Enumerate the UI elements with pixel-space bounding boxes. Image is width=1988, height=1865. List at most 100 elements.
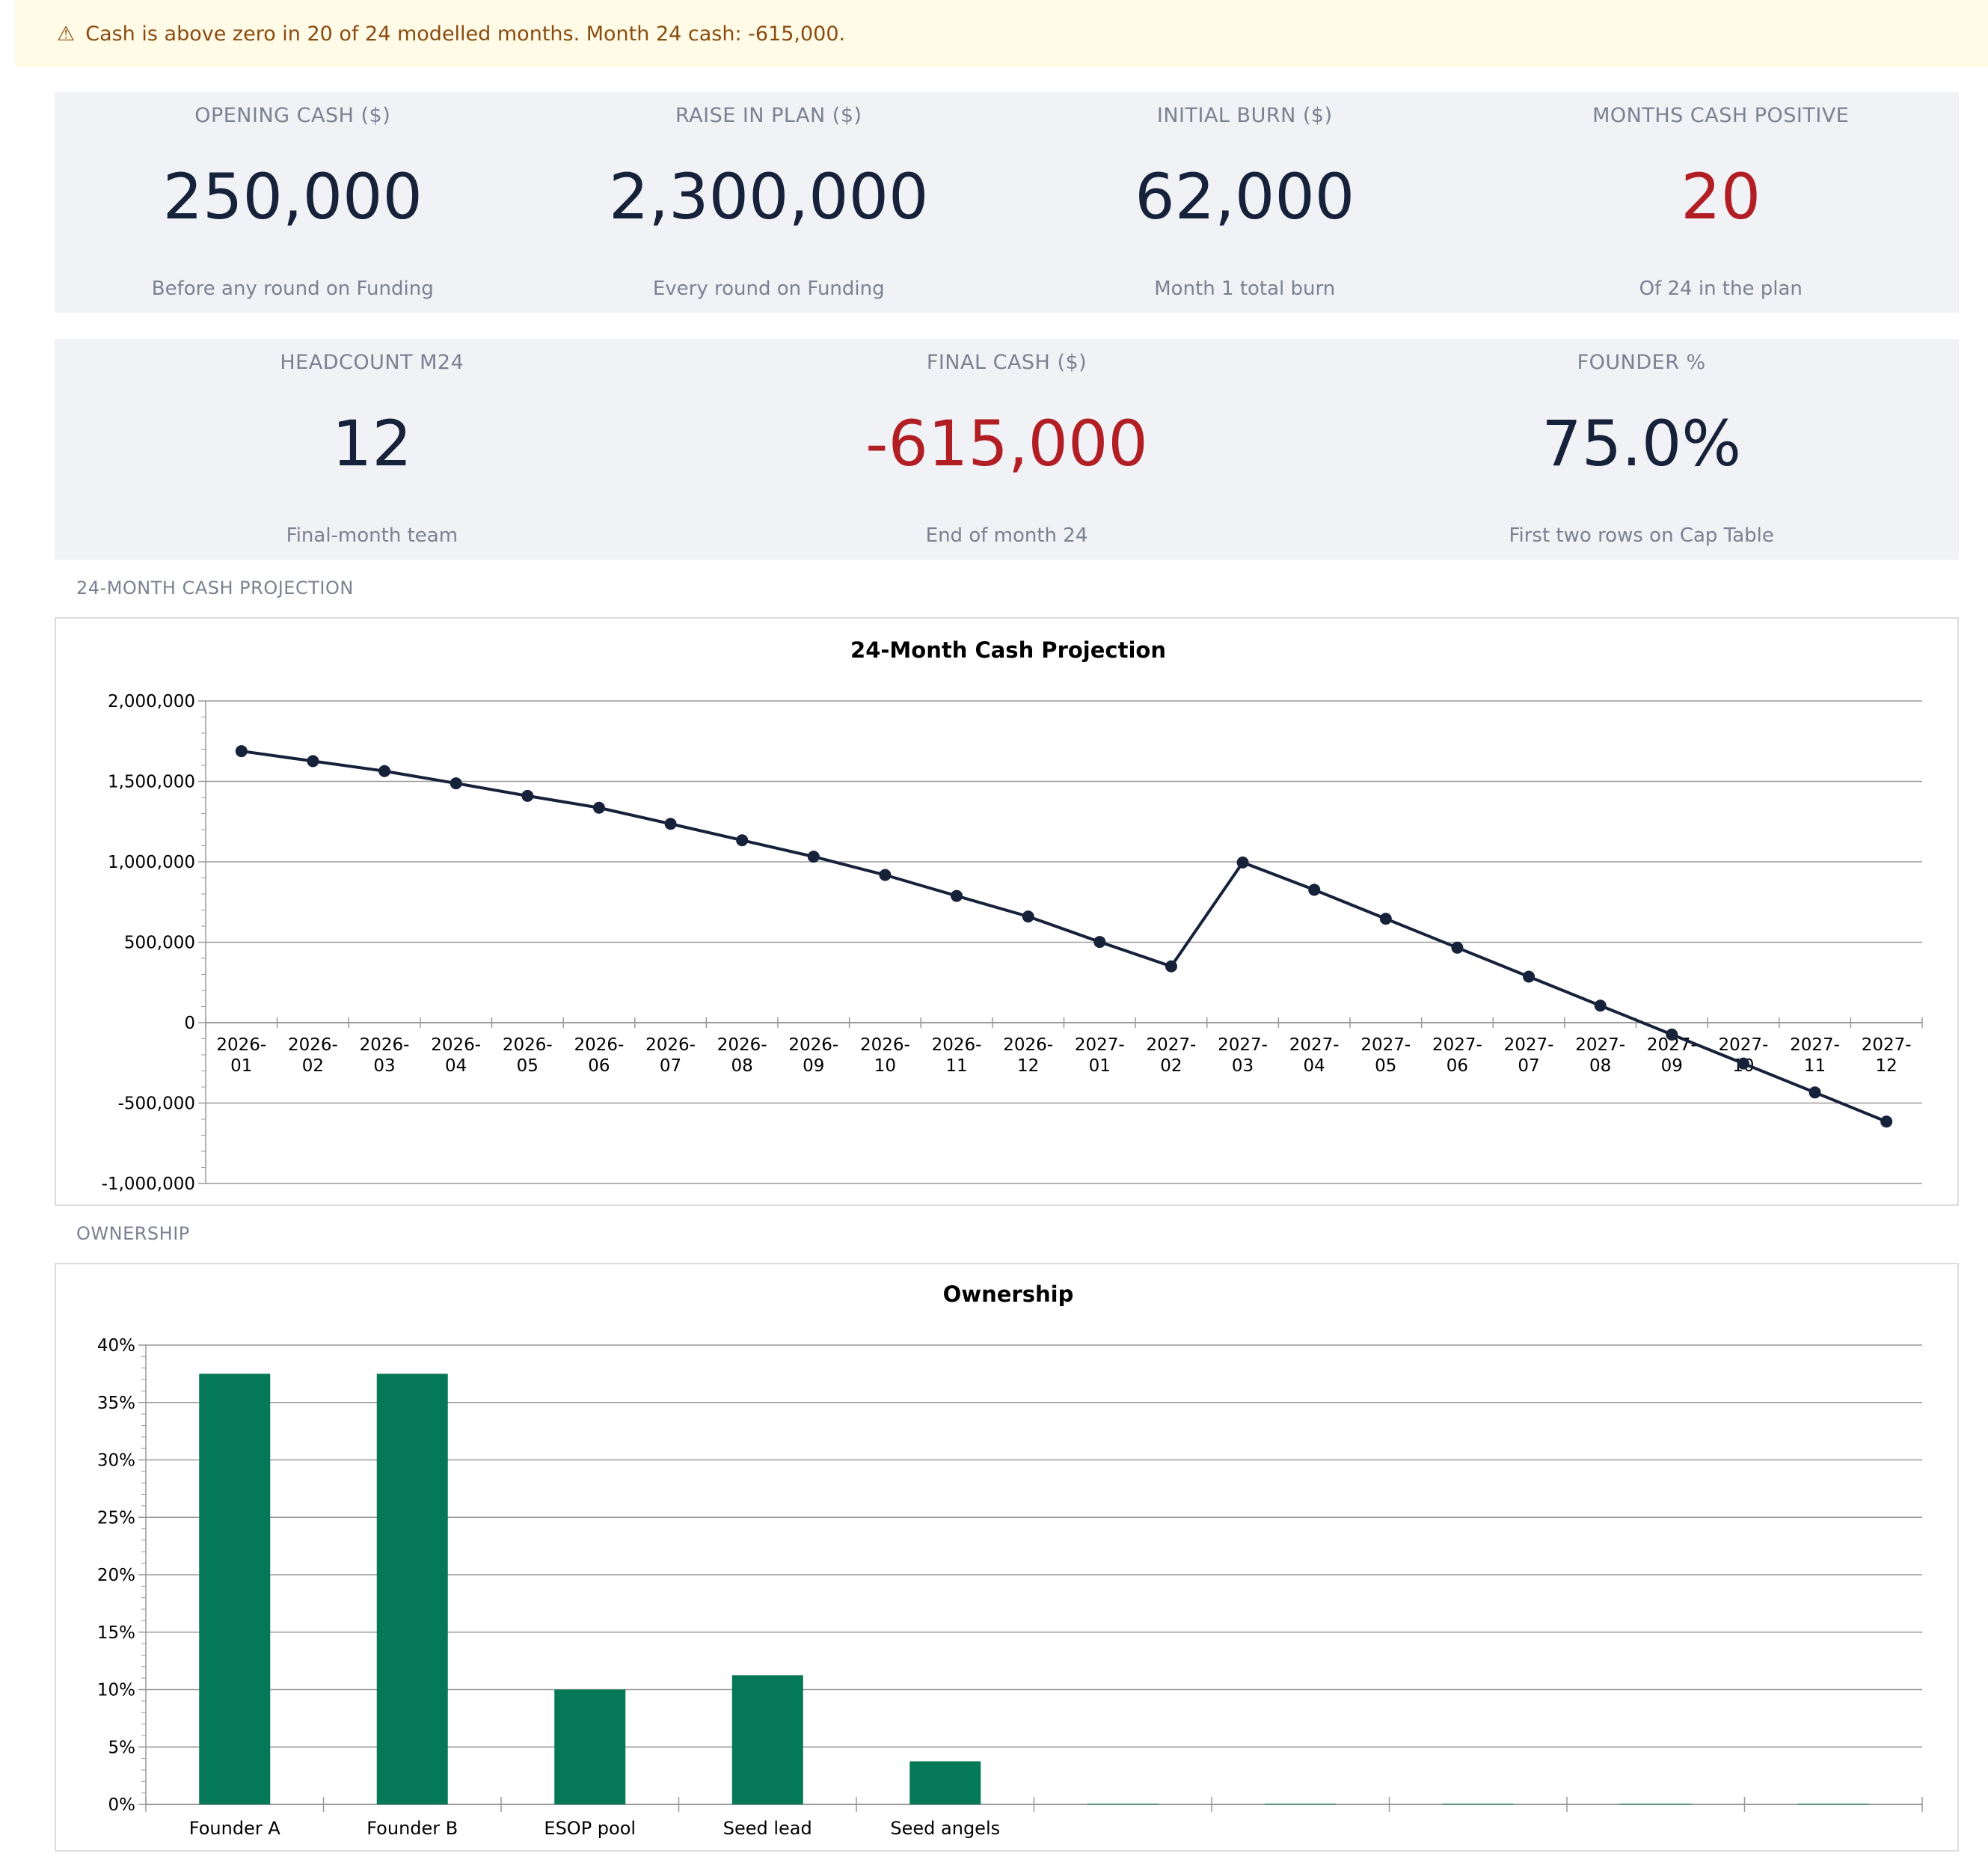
x-tick-label: 2026-04 — [431, 1035, 481, 1076]
x-tick-label: 2027-08 — [1575, 1035, 1625, 1076]
kpi-value: 2,300,000 — [608, 160, 929, 233]
data-point — [807, 851, 820, 863]
data-point — [521, 789, 534, 802]
ownership-chart-panel: Ownership 0% 5% 10% 15% 20% 25% 30% 35% 40% Founde… — [55, 1263, 1959, 1852]
kpi-row-2: HEADCOUNT M24 12 Final-month team FINAL … — [55, 339, 1959, 560]
kpi-headcount-m24: HEADCOUNT M24 12 Final-month team — [55, 339, 690, 560]
x-tick-label: 2026-07 — [645, 1035, 696, 1076]
chart-title: Ownership — [943, 1281, 1074, 1307]
ownership-bar — [909, 1761, 981, 1804]
x-tick-label: Founder B — [366, 1818, 458, 1839]
kpi-final-cash: FINAL CASH ($) -615,000 End of month 24 — [690, 339, 1325, 560]
ownership-bar — [376, 1374, 448, 1804]
ownership-chart: Ownership 0% 5% 10% 15% 20% 25% 30% 35% 40% Founde… — [97, 1281, 1923, 1839]
kpi-subtext: Final-month team — [286, 524, 458, 547]
data-point — [1451, 941, 1464, 954]
kpi-value: 12 — [331, 407, 412, 480]
data-point — [1093, 936, 1106, 949]
x-tick-label: Seed lead — [723, 1818, 812, 1839]
x-tick-label: 2026-09 — [788, 1035, 838, 1076]
x-tick-label: 2027-02 — [1147, 1035, 1197, 1076]
x-tick-label: 2026-05 — [503, 1035, 553, 1076]
x-tick-label: 2027-01 — [1075, 1035, 1125, 1076]
section-label-cash: 24-MONTH CASH PROJECTION — [76, 578, 354, 598]
kpi-label: OPENING CASH ($) — [194, 104, 391, 127]
data-point — [450, 777, 462, 790]
y-tick-label: 2,000,000 — [108, 692, 195, 711]
warning-icon: ⚠ — [57, 22, 76, 46]
kpi-label: HEADCOUNT M24 — [280, 351, 464, 374]
y-tick-label: 25% — [97, 1508, 135, 1528]
x-tick-label: 2027-06 — [1432, 1035, 1482, 1076]
y-tick-label: 30% — [97, 1451, 135, 1471]
x-tick-label: 2026-01 — [216, 1035, 266, 1076]
data-point — [879, 869, 892, 881]
x-tick-label: 2026-08 — [717, 1035, 767, 1076]
data-point — [1236, 856, 1249, 869]
kpi-subtext: Before any round on Funding — [151, 278, 434, 300]
section-label-ownership: OWNERSHIP — [76, 1223, 190, 1244]
kpi-label: RAISE IN PLAN ($) — [675, 104, 862, 127]
kpi-value: 20 — [1681, 160, 1761, 233]
kpi-subtext: Of 24 in the plan — [1639, 278, 1803, 300]
data-point — [1165, 960, 1177, 973]
kpi-subtext: Month 1 total burn — [1154, 278, 1336, 300]
x-tick-label: Founder A — [189, 1818, 281, 1839]
kpi-founder-percent: FOUNDER % 75.0% First two rows on Cap Ta… — [1324, 339, 1959, 560]
ownership-bar — [731, 1675, 803, 1804]
kpi-initial-burn: INITIAL BURN ($) 62,000 Month 1 total bu… — [1007, 92, 1483, 313]
warning-banner: ⚠ Cash is above zero in 20 of 24 modelle… — [15, 0, 1988, 67]
y-tick-label: -500,000 — [118, 1094, 195, 1114]
x-tick-label: 2026-03 — [360, 1035, 410, 1076]
cash-chart-panel: 24-Month Cash Projection -1,000,000 -500,0… — [55, 617, 1959, 1206]
series-line — [241, 750, 1887, 1124]
x-tick-label: 2027-04 — [1289, 1035, 1340, 1076]
data-point — [951, 889, 963, 902]
x-tick-label: 2027-03 — [1218, 1035, 1268, 1076]
data-point — [1666, 1028, 1678, 1041]
x-tick-label: ESOP pool — [544, 1818, 636, 1839]
data-point — [1379, 913, 1392, 925]
kpi-subtext: Every round on Funding — [652, 278, 885, 300]
y-tick-label: 0% — [108, 1795, 136, 1815]
cash-projection-chart: 24-Month Cash Projection -1,000,000 -500,0… — [102, 637, 1923, 1194]
kpi-value: -615,000 — [865, 407, 1148, 480]
y-tick-label: 1,500,000 — [108, 773, 195, 792]
x-tick-label: 2027-12 — [1862, 1035, 1912, 1076]
warning-text: Cash is above zero in 20 of 24 modelled … — [85, 22, 846, 46]
data-point — [1523, 970, 1536, 983]
kpi-label: INITIAL BURN ($) — [1156, 104, 1333, 127]
kpi-opening-cash: OPENING CASH ($) 250,000 Before any roun… — [55, 92, 531, 313]
y-tick-label: -1,000,000 — [102, 1175, 195, 1194]
x-tick-label: 2026-12 — [1003, 1035, 1053, 1076]
x-tick-label: Seed angels — [890, 1818, 1000, 1839]
y-tick-label: 40% — [97, 1336, 135, 1356]
x-tick-label: 2026-10 — [860, 1035, 910, 1076]
kpi-label: FINAL CASH ($) — [926, 351, 1087, 374]
x-tick-label: 2026-11 — [932, 1035, 982, 1076]
y-tick-label: 35% — [97, 1394, 135, 1413]
data-point — [1022, 910, 1034, 923]
data-point — [736, 834, 749, 847]
kpi-subtext: End of month 24 — [925, 524, 1088, 547]
x-tick-label: 2027-05 — [1360, 1035, 1411, 1076]
x-tick-label: 2027-11 — [1790, 1035, 1840, 1076]
kpi-subtext: First two rows on Cap Table — [1509, 524, 1774, 547]
ownership-bar — [199, 1374, 271, 1804]
data-point — [235, 745, 248, 758]
y-tick-label: 500,000 — [124, 934, 195, 953]
kpi-months-cash-positive: MONTHS CASH POSITIVE 20 Of 24 in the pla… — [1483, 92, 1960, 313]
kpi-row-1: OPENING CASH ($) 250,000 Before any roun… — [55, 92, 1959, 313]
kpi-raise-in-plan: RAISE IN PLAN ($) 2,300,000 Every round … — [531, 92, 1007, 313]
data-point — [307, 755, 319, 768]
data-point — [592, 801, 605, 814]
y-tick-label: 5% — [108, 1738, 136, 1757]
ownership-bar — [554, 1689, 626, 1804]
kpi-label: FOUNDER % — [1577, 351, 1706, 374]
y-tick-label: 10% — [97, 1681, 135, 1700]
x-tick-label: 2026-02 — [288, 1035, 338, 1076]
data-point — [1594, 999, 1607, 1012]
data-point — [1737, 1057, 1749, 1070]
y-tick-label: 15% — [97, 1623, 135, 1643]
data-point — [664, 818, 677, 830]
